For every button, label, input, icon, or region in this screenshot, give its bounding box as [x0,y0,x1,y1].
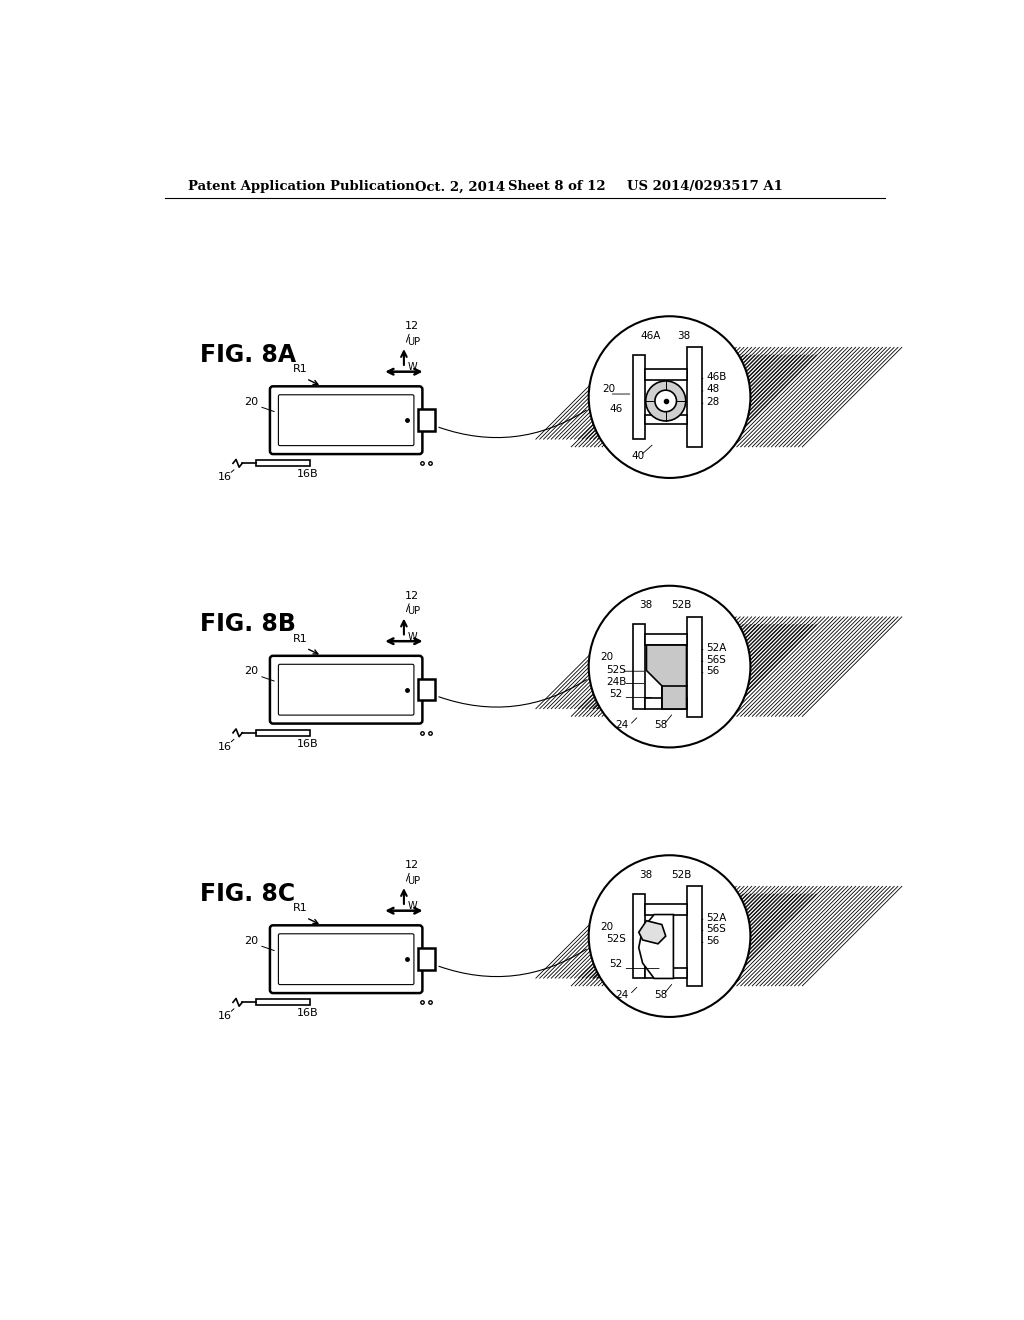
Text: 16: 16 [218,742,232,752]
Text: 12: 12 [404,861,419,870]
Text: R1: R1 [293,903,307,913]
Bar [686,347,701,447]
Bar [418,409,435,430]
Text: 56S: 56S [707,655,726,665]
Bar [633,894,645,978]
Bar [686,886,701,986]
Text: 24: 24 [615,721,629,730]
Text: US 2014/0293517 A1: US 2014/0293517 A1 [628,181,783,194]
Text: 58: 58 [654,721,668,730]
Bar [686,616,701,717]
Text: 56S: 56S [707,924,726,935]
Text: 20: 20 [245,667,258,676]
Text: 58: 58 [654,990,668,999]
Text: W: W [408,362,418,372]
Text: UP: UP [407,606,420,616]
Text: 52B: 52B [671,870,691,879]
Circle shape [589,855,751,1016]
Bar [418,948,435,970]
Circle shape [655,391,677,412]
Text: 20: 20 [600,921,613,932]
Text: 20: 20 [602,384,615,395]
Text: 16B: 16B [297,1008,318,1018]
Bar [633,624,645,709]
Polygon shape [646,645,686,709]
Text: R1: R1 [293,364,307,375]
Text: 24: 24 [615,990,629,999]
Text: 20: 20 [600,652,613,663]
Text: Oct. 2, 2014: Oct. 2, 2014 [416,181,506,194]
Bar [645,904,686,915]
Bar [645,370,686,380]
FancyBboxPatch shape [270,925,422,993]
Text: 46A: 46A [640,331,660,342]
Text: 48: 48 [707,384,720,395]
Bar [645,414,686,424]
Bar [256,999,310,1006]
Text: 46: 46 [609,404,623,414]
Text: 52S: 52S [606,935,627,944]
Text: 16: 16 [218,1011,232,1022]
Bar [645,968,686,978]
Bar [645,698,686,709]
Text: 12: 12 [404,321,419,331]
Text: 56: 56 [707,936,720,946]
Text: Patent Application Publication: Patent Application Publication [188,181,415,194]
Text: 46B: 46B [707,372,727,383]
Circle shape [646,381,686,421]
Bar [256,461,310,466]
FancyBboxPatch shape [279,664,414,715]
Bar [418,678,435,701]
Text: 16B: 16B [297,469,318,479]
Text: UP: UP [407,337,420,347]
Text: 38: 38 [677,331,690,342]
Text: R1: R1 [293,634,307,644]
FancyBboxPatch shape [270,656,422,723]
Text: 52B: 52B [671,601,691,610]
Text: 40: 40 [631,450,644,461]
FancyBboxPatch shape [270,387,422,454]
Text: W: W [408,902,418,911]
Text: FIG. 8B: FIG. 8B [200,612,296,636]
Text: 28: 28 [707,397,720,407]
Bar [256,730,310,737]
Text: 52S: 52S [606,665,627,675]
Text: 52A: 52A [707,912,727,923]
Text: 20: 20 [245,397,258,407]
Bar [633,355,645,440]
Circle shape [589,586,751,747]
Polygon shape [639,915,674,978]
Polygon shape [639,921,666,944]
Text: 52A: 52A [707,643,727,653]
Text: 20: 20 [245,936,258,946]
Text: 52: 52 [609,689,623,700]
Text: 12: 12 [404,591,419,601]
Text: UP: UP [407,875,420,886]
Text: 16: 16 [218,473,232,482]
Text: Sheet 8 of 12: Sheet 8 of 12 [508,181,605,194]
Text: 38: 38 [639,870,652,879]
Text: 56: 56 [707,667,720,676]
Text: FIG. 8A: FIG. 8A [200,343,296,367]
FancyBboxPatch shape [279,395,414,446]
Circle shape [589,317,751,478]
Bar [645,635,686,645]
Text: FIG. 8C: FIG. 8C [200,882,295,906]
FancyBboxPatch shape [279,933,414,985]
Text: 52: 52 [609,958,623,969]
Text: 24B: 24B [606,677,627,688]
Text: 16B: 16B [297,739,318,748]
Text: 38: 38 [639,601,652,610]
Text: W: W [408,632,418,642]
